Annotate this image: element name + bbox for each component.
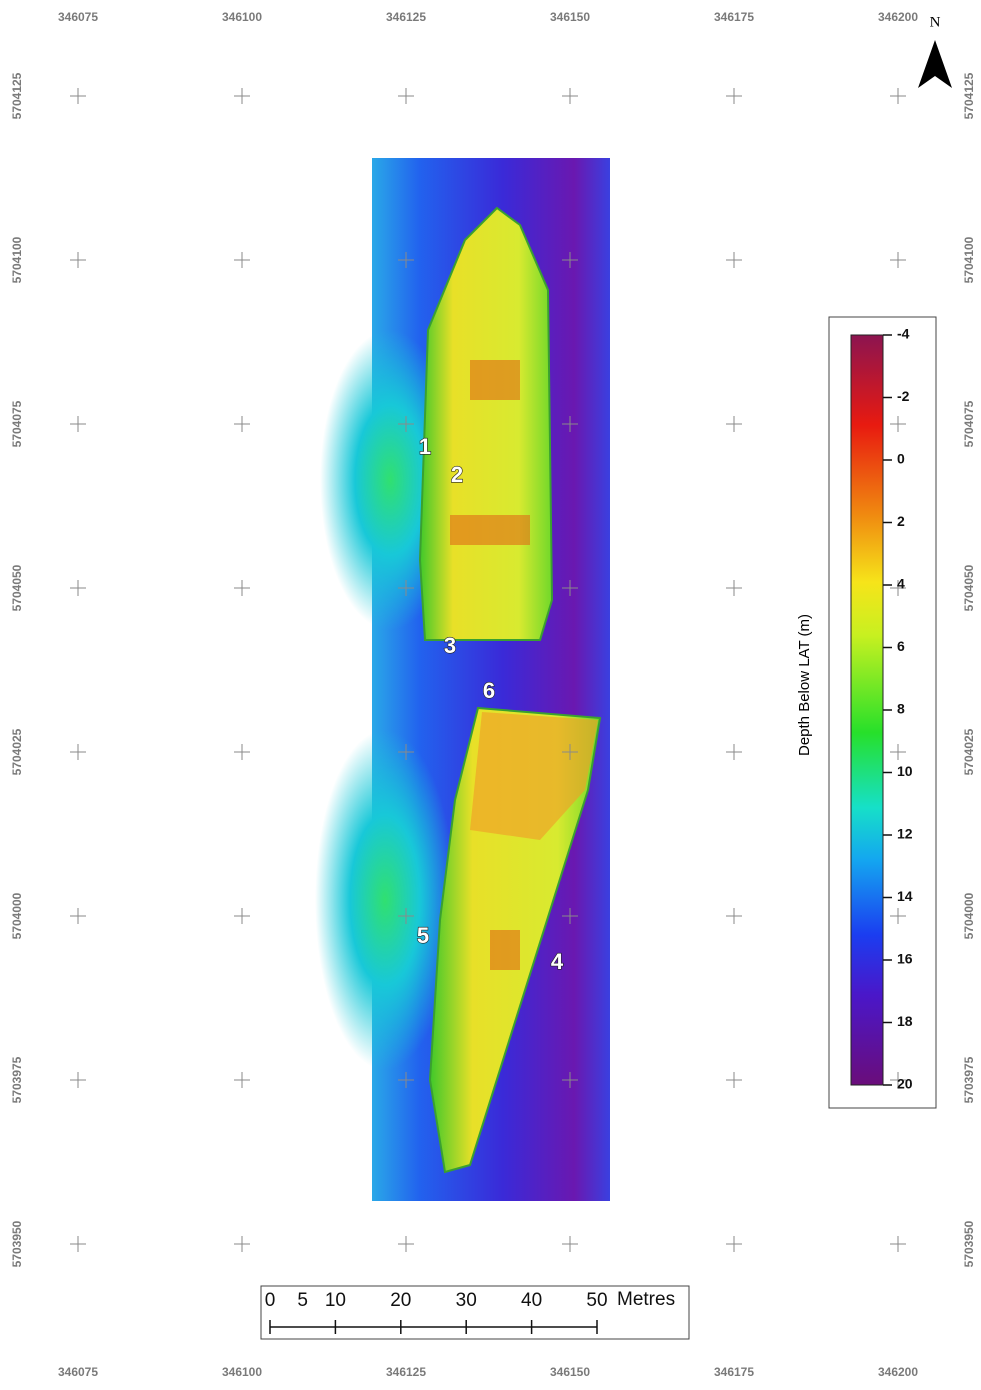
scale-bar-unit: Metres (617, 1289, 675, 1310)
color-bar-label: -4 (897, 326, 910, 342)
grid-cross (726, 416, 742, 432)
northing-label: 5704075 (962, 400, 976, 447)
color-bar-label: 14 (897, 888, 913, 904)
north-arrow: N (918, 14, 952, 88)
grid-cross (726, 88, 742, 104)
northing-label: 5703950 (10, 1220, 24, 1267)
color-bar-label: 12 (897, 826, 913, 842)
color-bar-label: -2 (897, 388, 910, 404)
color-bar-label: 0 (897, 451, 905, 467)
scale-bar-label: 0 (265, 1290, 276, 1311)
wreck-label: 4 (551, 949, 564, 974)
easting-label: 346075 (58, 1365, 98, 1379)
color-bar-label: 20 (897, 1076, 913, 1092)
northing-label: 5704100 (962, 236, 976, 283)
grid-cross (398, 1236, 414, 1252)
northing-label: 5704000 (962, 892, 976, 939)
color-bar (851, 335, 883, 1085)
grid-cross (234, 1236, 250, 1252)
grid-cross (70, 908, 86, 924)
grid-cross (70, 88, 86, 104)
northing-label: 5704025 (962, 728, 976, 775)
grid-cross (726, 1072, 742, 1088)
grid-cross (70, 580, 86, 596)
northing-label: 5704125 (10, 72, 24, 119)
grid-cross (726, 744, 742, 760)
grid-cross (890, 88, 906, 104)
northing-label: 5703975 (10, 1056, 24, 1103)
north-label: N (930, 14, 941, 30)
color-bar-label: 10 (897, 763, 913, 779)
grid-cross (70, 416, 86, 432)
color-bar-label: 4 (897, 576, 905, 592)
northing-label: 5704025 (10, 728, 24, 775)
easting-label: 346075 (58, 10, 98, 24)
scale-bar-label: 10 (325, 1290, 346, 1311)
easting-label: 346150 (550, 10, 590, 24)
northing-label: 5704050 (10, 564, 24, 611)
grid-cross (726, 908, 742, 924)
grid-cross (70, 1236, 86, 1252)
scale-bar-label: 5 (297, 1290, 308, 1311)
wreck-label: 2 (451, 462, 463, 487)
northing-label: 5703975 (962, 1056, 976, 1103)
bathymetry (315, 158, 610, 1201)
scale-bar-label: 30 (456, 1290, 477, 1311)
grid-cross (234, 252, 250, 268)
color-bar-label: 2 (897, 513, 905, 529)
wreck-label: 5 (417, 923, 429, 948)
grid-cross (562, 1236, 578, 1252)
map: 1 2 3 4 5 6 N Depth Below LAT (m) Metres… (0, 0, 981, 1385)
northing-label: 5703950 (962, 1220, 976, 1267)
grid-cross (562, 88, 578, 104)
north-arrow-shape (918, 40, 952, 88)
grid-cross (726, 580, 742, 596)
easting-label: 346200 (878, 10, 918, 24)
wreck-label: 6 (483, 678, 495, 703)
grid-cross (890, 1236, 906, 1252)
scale-bar-label: 20 (390, 1290, 411, 1311)
northing-label: 5704125 (962, 72, 976, 119)
grid-cross (234, 580, 250, 596)
grid-cross (70, 252, 86, 268)
grid-cross (234, 416, 250, 432)
wreck-label: 3 (444, 633, 456, 658)
color-bar-label: 16 (897, 951, 913, 967)
color-bar-label: 18 (897, 1013, 913, 1029)
easting-label: 346125 (386, 10, 426, 24)
wreck-label: 1 (419, 434, 431, 459)
grid-cross (234, 1072, 250, 1088)
easting-label: 346150 (550, 1365, 590, 1379)
grid-cross (234, 908, 250, 924)
color-bar-label: 8 (897, 701, 905, 717)
northing-label: 5704050 (962, 564, 976, 611)
easting-label: 346175 (714, 10, 754, 24)
easting-label: 346175 (714, 1365, 754, 1379)
northing-label: 5704100 (10, 236, 24, 283)
grid-cross (890, 252, 906, 268)
legend-title: Depth Below LAT (m) (796, 614, 813, 756)
grid-cross (70, 744, 86, 760)
easting-label: 346100 (222, 10, 262, 24)
easting-label: 346125 (386, 1365, 426, 1379)
grid-cross (398, 88, 414, 104)
grid-cross (234, 88, 250, 104)
easting-label: 346200 (878, 1365, 918, 1379)
grid-cross (234, 744, 250, 760)
scale-bar-label: 40 (521, 1290, 542, 1311)
northing-label: 5704000 (10, 892, 24, 939)
northing-label: 5704075 (10, 400, 24, 447)
easting-label: 346100 (222, 1365, 262, 1379)
grid-cross (70, 1072, 86, 1088)
scale-bar-label: 50 (586, 1290, 607, 1311)
grid-cross (726, 1236, 742, 1252)
grid-cross (726, 252, 742, 268)
color-bar-label: 6 (897, 638, 905, 654)
